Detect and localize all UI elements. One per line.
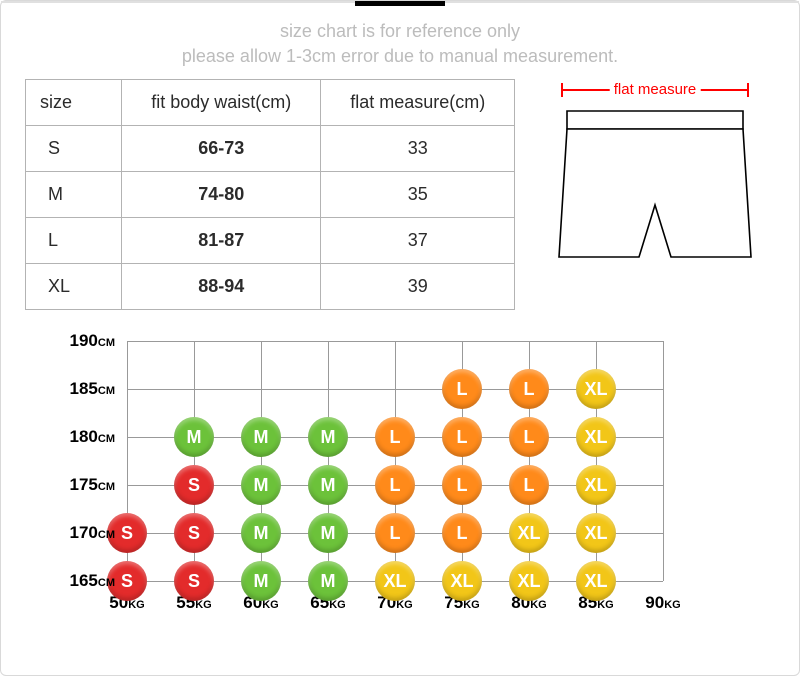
chart-grid: 50KG55KG60KG65KG70KG75KG80KG85KG90KGLLXL… bbox=[39, 341, 759, 629]
grid-line-v bbox=[663, 341, 664, 581]
size-dot: L bbox=[509, 417, 549, 457]
size-dot: XL bbox=[509, 561, 549, 601]
size-dot: XL bbox=[576, 561, 616, 601]
cell-size: S bbox=[26, 126, 122, 172]
size-table-body: S66-7333M74-8035L81-8737XL88-9439 bbox=[26, 126, 515, 310]
flat-measure-label: flat measure bbox=[610, 81, 701, 98]
size-dot: XL bbox=[576, 417, 616, 457]
size-dot: L bbox=[442, 465, 482, 505]
size-dot: M bbox=[308, 465, 348, 505]
upper-row: size fit body waist(cm) flat measure(cm)… bbox=[1, 79, 799, 310]
y-axis-label: 180CM bbox=[39, 427, 115, 447]
grid-area: 50KG55KG60KG65KG70KG75KG80KG85KG90KGLLXL… bbox=[127, 341, 663, 581]
size-dot: XL bbox=[576, 465, 616, 505]
cell-flat: 35 bbox=[321, 172, 515, 218]
th-waist: fit body waist(cm) bbox=[122, 80, 321, 126]
cell-waist: 88-94 bbox=[122, 264, 321, 310]
size-dot: XL bbox=[576, 513, 616, 553]
size-dot: L bbox=[375, 513, 415, 553]
size-dot: M bbox=[174, 417, 214, 457]
cell-waist: 66-73 bbox=[122, 126, 321, 172]
table-row: XL88-9439 bbox=[26, 264, 515, 310]
size-dot: L bbox=[375, 417, 415, 457]
size-dot: M bbox=[241, 417, 281, 457]
y-axis-label: 175CM bbox=[39, 475, 115, 495]
size-dot: M bbox=[308, 417, 348, 457]
shorts-icon bbox=[555, 109, 755, 274]
size-dot: XL bbox=[442, 561, 482, 601]
size-dot: M bbox=[241, 465, 281, 505]
size-dot: L bbox=[509, 465, 549, 505]
cell-size: M bbox=[26, 172, 122, 218]
size-dot: XL bbox=[509, 513, 549, 553]
cell-flat: 33 bbox=[321, 126, 515, 172]
flat-measure-diagram: flat measure bbox=[555, 87, 755, 287]
table-row: M74-8035 bbox=[26, 172, 515, 218]
top-handle bbox=[355, 1, 445, 6]
header-line-1: size chart is for reference only bbox=[1, 19, 799, 44]
table-row: S66-7333 bbox=[26, 126, 515, 172]
table-row: L81-8737 bbox=[26, 218, 515, 264]
cell-size: XL bbox=[26, 264, 122, 310]
size-dot: L bbox=[442, 513, 482, 553]
size-dot: L bbox=[509, 369, 549, 409]
th-size: size bbox=[26, 80, 122, 126]
size-dot: S bbox=[174, 561, 214, 601]
size-table: size fit body waist(cm) flat measure(cm)… bbox=[25, 79, 515, 310]
table-header-row: size fit body waist(cm) flat measure(cm) bbox=[26, 80, 515, 126]
y-axis-label: 170CM bbox=[39, 523, 115, 543]
header-text: size chart is for reference only please … bbox=[1, 19, 799, 69]
size-dot: M bbox=[308, 513, 348, 553]
y-axis-label: 165CM bbox=[39, 571, 115, 591]
cell-flat: 39 bbox=[321, 264, 515, 310]
y-axis-label: 185CM bbox=[39, 379, 115, 399]
size-dot: XL bbox=[375, 561, 415, 601]
header-line-2: please allow 1-3cm error due to manual m… bbox=[1, 44, 799, 69]
size-chart: 50KG55KG60KG65KG70KG75KG80KG85KG90KGLLXL… bbox=[39, 341, 759, 629]
y-axis-label: 190CM bbox=[39, 331, 115, 351]
size-dot: M bbox=[241, 513, 281, 553]
size-dot: L bbox=[442, 369, 482, 409]
x-axis-label: 90KG bbox=[645, 593, 680, 613]
size-dot: M bbox=[308, 561, 348, 601]
size-dot: XL bbox=[576, 369, 616, 409]
size-dot: M bbox=[241, 561, 281, 601]
cell-waist: 74-80 bbox=[122, 172, 321, 218]
size-dot: L bbox=[375, 465, 415, 505]
size-dot: S bbox=[174, 513, 214, 553]
size-dot: S bbox=[174, 465, 214, 505]
size-dot: L bbox=[442, 417, 482, 457]
th-flat: flat measure(cm) bbox=[321, 80, 515, 126]
cell-size: L bbox=[26, 218, 122, 264]
cell-waist: 81-87 bbox=[122, 218, 321, 264]
cell-flat: 37 bbox=[321, 218, 515, 264]
